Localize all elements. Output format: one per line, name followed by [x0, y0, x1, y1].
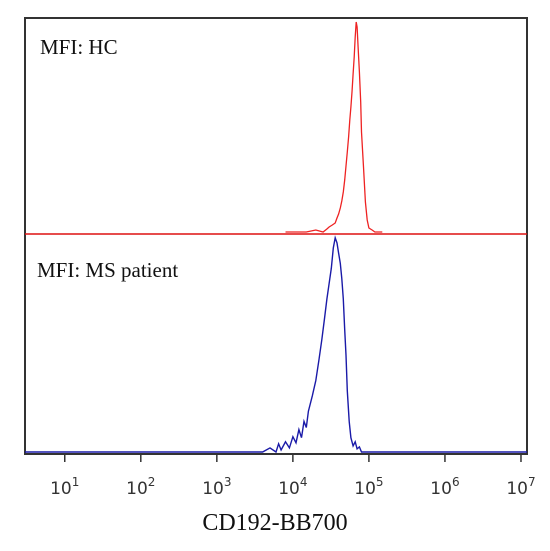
bottom-panel-label: MFI: MS patient — [37, 258, 178, 282]
x-axis-ticks: 101 102 103 104 105 106 107 — [50, 454, 536, 499]
x-tick-label: 106 — [430, 475, 459, 499]
x-tick-label: 105 — [354, 475, 383, 499]
x-tick-label: 104 — [278, 475, 307, 499]
x-tick-label: 101 — [50, 475, 79, 499]
x-axis-title: CD192-BB700 — [202, 510, 347, 536]
top-panel-label: MFI: HC — [40, 35, 118, 59]
series-hc-line — [285, 21, 383, 233]
series-ms-patient-line — [25, 235, 527, 454]
x-tick-label: 103 — [202, 475, 231, 499]
x-tick-label: 102 — [126, 475, 155, 499]
plot-frame — [24, 17, 528, 455]
x-tick-label: 107 — [506, 475, 535, 499]
